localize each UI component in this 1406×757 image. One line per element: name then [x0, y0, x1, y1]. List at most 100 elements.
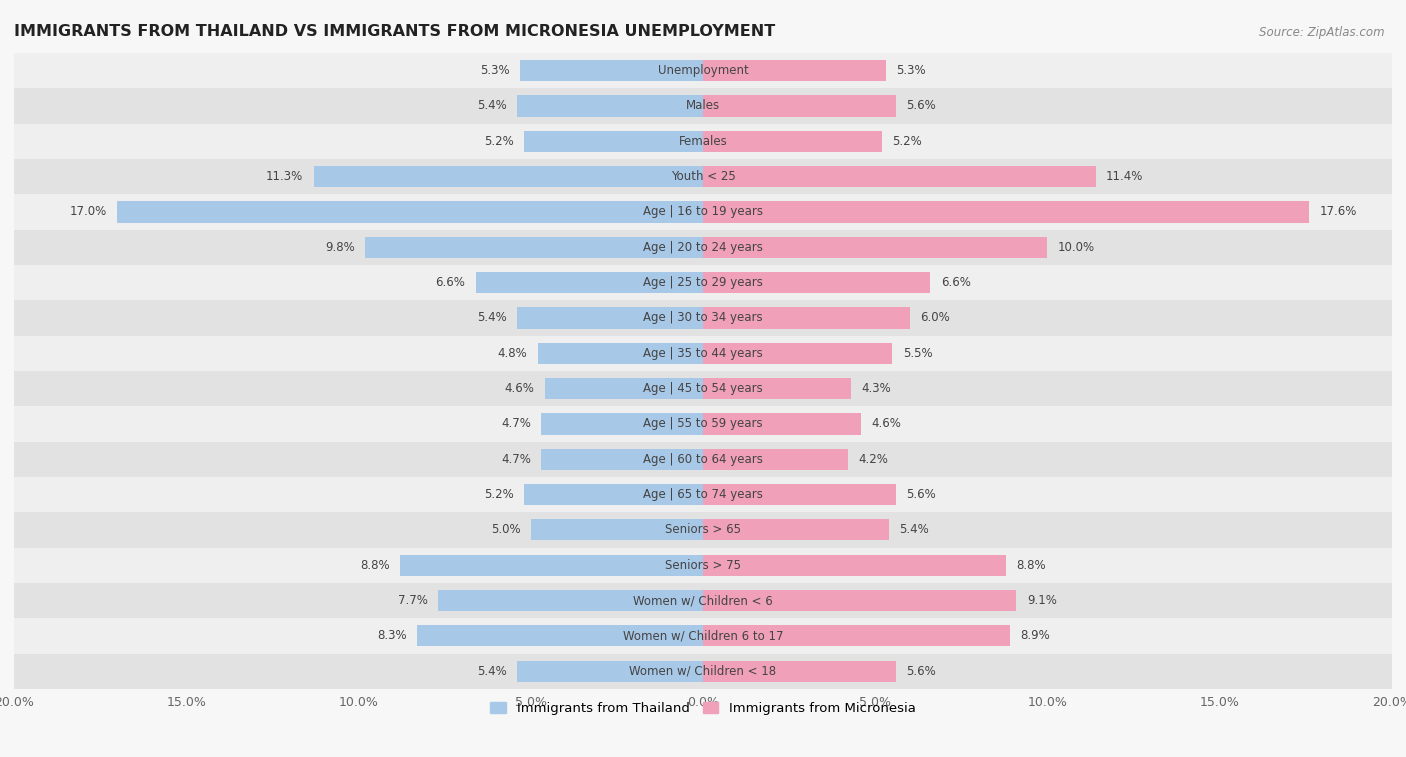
- Text: 5.3%: 5.3%: [896, 64, 925, 77]
- Bar: [703, 555, 1007, 576]
- Text: 9.8%: 9.8%: [325, 241, 356, 254]
- Bar: [14, 512, 1392, 547]
- Bar: [437, 590, 703, 611]
- Bar: [14, 653, 1392, 689]
- Bar: [703, 307, 910, 329]
- Bar: [520, 60, 703, 81]
- Bar: [14, 371, 1392, 407]
- Bar: [517, 307, 703, 329]
- Bar: [703, 272, 931, 293]
- Text: 8.8%: 8.8%: [1017, 559, 1046, 572]
- Bar: [475, 272, 703, 293]
- Text: Age | 20 to 24 years: Age | 20 to 24 years: [643, 241, 763, 254]
- Text: Seniors > 65: Seniors > 65: [665, 523, 741, 537]
- Bar: [524, 131, 703, 152]
- Text: 5.4%: 5.4%: [477, 99, 506, 113]
- Bar: [541, 413, 703, 435]
- Bar: [524, 484, 703, 505]
- Bar: [703, 60, 886, 81]
- Text: 5.2%: 5.2%: [484, 488, 513, 501]
- Bar: [703, 131, 882, 152]
- Text: 4.2%: 4.2%: [858, 453, 887, 466]
- Bar: [314, 166, 703, 187]
- Text: 17.0%: 17.0%: [70, 205, 107, 219]
- Text: 11.4%: 11.4%: [1107, 170, 1143, 183]
- Text: 7.7%: 7.7%: [398, 594, 427, 607]
- Text: 9.1%: 9.1%: [1026, 594, 1057, 607]
- Bar: [703, 449, 848, 470]
- Bar: [14, 123, 1392, 159]
- Text: Males: Males: [686, 99, 720, 113]
- Bar: [117, 201, 703, 223]
- Text: Age | 60 to 64 years: Age | 60 to 64 years: [643, 453, 763, 466]
- Text: Women w/ Children < 18: Women w/ Children < 18: [630, 665, 776, 678]
- Legend: Immigrants from Thailand, Immigrants from Micronesia: Immigrants from Thailand, Immigrants fro…: [485, 697, 921, 721]
- Bar: [366, 237, 703, 258]
- Bar: [399, 555, 703, 576]
- Text: 4.3%: 4.3%: [862, 382, 891, 395]
- Text: Age | 65 to 74 years: Age | 65 to 74 years: [643, 488, 763, 501]
- Bar: [703, 625, 1010, 646]
- Text: Women w/ Children 6 to 17: Women w/ Children 6 to 17: [623, 629, 783, 643]
- Text: Source: ZipAtlas.com: Source: ZipAtlas.com: [1260, 26, 1385, 39]
- Text: 8.9%: 8.9%: [1019, 629, 1050, 643]
- Bar: [703, 661, 896, 682]
- Text: Age | 25 to 29 years: Age | 25 to 29 years: [643, 276, 763, 289]
- Bar: [14, 53, 1392, 89]
- Bar: [14, 335, 1392, 371]
- Text: 8.8%: 8.8%: [360, 559, 389, 572]
- Text: Females: Females: [679, 135, 727, 148]
- Bar: [14, 547, 1392, 583]
- Bar: [14, 407, 1392, 441]
- Text: 5.6%: 5.6%: [907, 665, 936, 678]
- Bar: [14, 441, 1392, 477]
- Text: 5.3%: 5.3%: [481, 64, 510, 77]
- Text: Youth < 25: Youth < 25: [671, 170, 735, 183]
- Text: 5.4%: 5.4%: [477, 665, 506, 678]
- Bar: [541, 449, 703, 470]
- Text: 6.6%: 6.6%: [941, 276, 970, 289]
- Bar: [14, 301, 1392, 335]
- Text: 17.6%: 17.6%: [1320, 205, 1357, 219]
- Bar: [703, 166, 1095, 187]
- Text: 4.7%: 4.7%: [501, 453, 531, 466]
- Text: 5.4%: 5.4%: [477, 311, 506, 325]
- Text: 4.6%: 4.6%: [872, 417, 901, 431]
- Bar: [703, 237, 1047, 258]
- Text: Age | 30 to 34 years: Age | 30 to 34 years: [643, 311, 763, 325]
- Text: 5.2%: 5.2%: [484, 135, 513, 148]
- Text: 5.6%: 5.6%: [907, 99, 936, 113]
- Text: Age | 16 to 19 years: Age | 16 to 19 years: [643, 205, 763, 219]
- Text: 5.6%: 5.6%: [907, 488, 936, 501]
- Bar: [703, 95, 896, 117]
- Text: 8.3%: 8.3%: [377, 629, 406, 643]
- Bar: [14, 195, 1392, 229]
- Text: Seniors > 75: Seniors > 75: [665, 559, 741, 572]
- Bar: [517, 95, 703, 117]
- Bar: [418, 625, 703, 646]
- Text: 4.7%: 4.7%: [501, 417, 531, 431]
- Text: Age | 55 to 59 years: Age | 55 to 59 years: [643, 417, 763, 431]
- Text: 11.3%: 11.3%: [266, 170, 304, 183]
- Text: Age | 45 to 54 years: Age | 45 to 54 years: [643, 382, 763, 395]
- Bar: [14, 618, 1392, 653]
- Bar: [703, 378, 851, 399]
- Bar: [14, 229, 1392, 265]
- Text: 6.0%: 6.0%: [920, 311, 950, 325]
- Text: 10.0%: 10.0%: [1057, 241, 1095, 254]
- Text: 4.8%: 4.8%: [498, 347, 527, 360]
- Bar: [14, 265, 1392, 301]
- Bar: [703, 413, 862, 435]
- Bar: [703, 201, 1309, 223]
- Text: 5.0%: 5.0%: [491, 523, 520, 537]
- Bar: [14, 89, 1392, 123]
- Text: Age | 35 to 44 years: Age | 35 to 44 years: [643, 347, 763, 360]
- Bar: [14, 477, 1392, 512]
- Bar: [703, 590, 1017, 611]
- Text: 5.4%: 5.4%: [900, 523, 929, 537]
- Bar: [703, 519, 889, 540]
- Text: 6.6%: 6.6%: [436, 276, 465, 289]
- Bar: [703, 484, 896, 505]
- Bar: [537, 343, 703, 364]
- Text: Women w/ Children < 6: Women w/ Children < 6: [633, 594, 773, 607]
